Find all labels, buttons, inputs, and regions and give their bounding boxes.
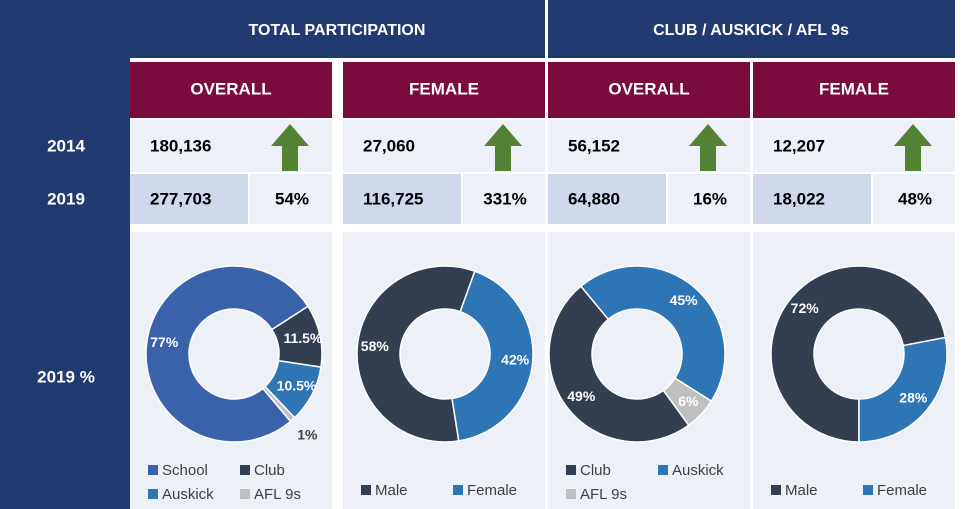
legend-label: Auskick: [672, 462, 724, 479]
value-cell: [753, 174, 871, 224]
growth: 331%: [483, 189, 526, 208]
group-title: TOTAL PARTICIPATION: [249, 22, 426, 39]
legend-swatch: [771, 485, 781, 495]
legend-swatch: [863, 485, 873, 495]
group-header: [548, 0, 955, 58]
legend-label: Male: [375, 482, 408, 499]
donut-segment: [662, 377, 713, 427]
subheader-label: OVERALL: [608, 79, 689, 98]
legend-swatch: [453, 485, 463, 495]
growth: 48%: [898, 189, 932, 208]
donut-segment: [356, 265, 476, 443]
row-label: 2019: [47, 189, 85, 208]
data-label: 1%: [297, 427, 318, 443]
donut-segment: [770, 265, 947, 443]
subheader-label: FEMALE: [819, 79, 889, 98]
legend-label: Club: [254, 462, 285, 479]
legend-label: Male: [785, 482, 818, 499]
subheader: [753, 62, 955, 118]
growth-cell: [668, 174, 750, 224]
growth-cell: [463, 174, 545, 224]
value-2019: 277,703: [150, 189, 211, 208]
legend-swatch: [240, 465, 250, 475]
growth: 54%: [275, 189, 309, 208]
data-label: 49%: [567, 388, 596, 404]
data-label: 72%: [791, 300, 820, 316]
legend-label: AFL 9s: [580, 486, 627, 503]
legend-label: Female: [467, 482, 517, 499]
subheader-label: OVERALL: [190, 79, 271, 98]
donut-segment: [145, 265, 310, 443]
up-arrow: [484, 124, 522, 171]
growth-cell: [873, 174, 955, 224]
up-arrow: [894, 124, 932, 171]
value-2014: 180,136: [150, 136, 211, 155]
legend-swatch: [148, 489, 158, 499]
growth-cell: [250, 174, 332, 224]
legend-label: School: [162, 462, 208, 479]
up-arrow: [689, 124, 727, 171]
value-cell: [548, 174, 666, 224]
subheader: [343, 62, 545, 118]
group-title: CLUB / AUSKICK / AFL 9s: [653, 22, 849, 39]
row-label: 2014: [47, 136, 85, 155]
value-2019: 18,022: [773, 189, 825, 208]
data-label: 42%: [501, 351, 530, 367]
donut-segment: [548, 285, 690, 443]
value-2014: 27,060: [363, 136, 415, 155]
value-2019: 116,725: [363, 189, 424, 208]
group-header: [130, 0, 545, 58]
data-label: 28%: [899, 390, 928, 406]
data-label: 58%: [361, 338, 390, 354]
growth: 16%: [693, 189, 727, 208]
legend-swatch: [566, 465, 576, 475]
value-2019: 64,880: [568, 189, 620, 208]
legend-swatch: [658, 465, 668, 475]
legend-swatch: [148, 465, 158, 475]
data-label: 11.5%: [283, 330, 322, 346]
legend-label: Female: [877, 482, 927, 499]
row-label: 2019 %: [37, 367, 95, 386]
legend-label: Club: [580, 462, 611, 479]
value-cell: [343, 174, 461, 224]
legend-swatch: [566, 489, 576, 499]
legend-swatch: [361, 485, 371, 495]
legend-label: AFL 9s: [254, 486, 301, 503]
subheader: [548, 62, 750, 118]
subheader-label: FEMALE: [409, 79, 479, 98]
donut-segment: [579, 265, 726, 403]
value-2014: 12,207: [773, 136, 825, 155]
value-2014: 56,152: [568, 136, 620, 155]
value-cell: [130, 174, 248, 224]
legend-label: Auskick: [162, 486, 214, 503]
data-label: 45%: [670, 292, 699, 308]
subheader: [130, 62, 332, 118]
donut-segment: [451, 270, 534, 442]
data-label: 10.5%: [277, 377, 317, 393]
data-label: 77%: [150, 334, 179, 350]
left-band: [0, 0, 130, 509]
data-label: 6%: [678, 393, 699, 409]
donut-segment: [858, 336, 948, 443]
donut-segment: [261, 385, 296, 423]
up-arrow: [271, 124, 309, 171]
legend-swatch: [240, 489, 250, 499]
